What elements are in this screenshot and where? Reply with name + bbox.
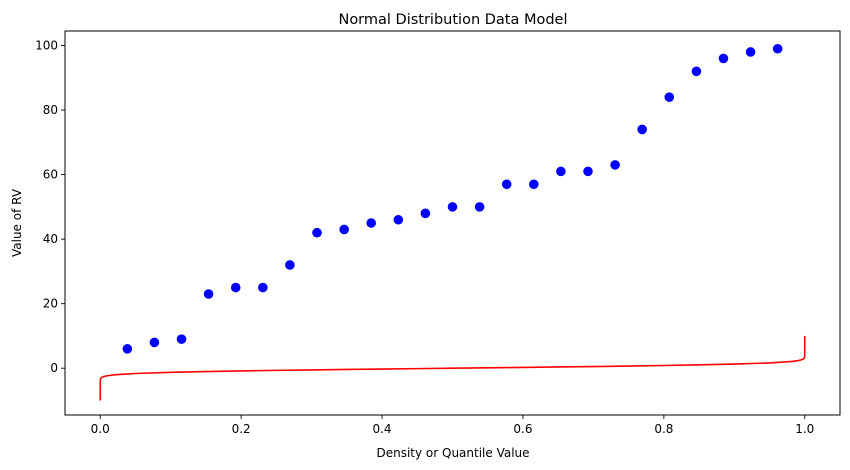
data-point (691, 66, 702, 77)
data-point (583, 166, 593, 177)
data-point (610, 160, 620, 170)
data-point (420, 208, 431, 219)
x-tick-label: 0.4 (372, 422, 391, 436)
data-point (230, 282, 241, 293)
data-point (258, 282, 268, 293)
data-point (203, 289, 214, 299)
data-point (149, 337, 160, 348)
data-point (474, 202, 485, 212)
y-axis-label: Value of RV (10, 188, 24, 257)
chart-title: Normal Distribution Data Model (338, 12, 567, 28)
y-tick-label: 80 (43, 103, 58, 117)
data-point (745, 47, 756, 57)
data-point (501, 179, 512, 190)
x-tick-label: 1.0 (795, 422, 814, 436)
y-tick-label: 100 (35, 39, 58, 53)
series-1-line (99, 335, 806, 401)
data-point (285, 260, 295, 270)
data-point (176, 334, 187, 344)
data-point (366, 218, 376, 228)
y-tick-label: 60 (43, 168, 58, 182)
x-tick-label: 0.8 (654, 422, 673, 436)
x-axis-label: Density or Quantile Value (376, 446, 529, 460)
data-point (772, 43, 783, 54)
y-tick-label: 20 (43, 297, 58, 311)
x-tick-label: 0.0 (91, 422, 110, 436)
data-point (393, 214, 404, 225)
data-point (122, 344, 133, 354)
data-point (529, 179, 539, 190)
y-tick-label: 40 (43, 232, 58, 246)
data-point (312, 227, 322, 238)
x-tick-label: 0.6 (513, 422, 532, 436)
y-tick-label: 0 (50, 361, 58, 375)
data-point (664, 92, 675, 102)
plot-area (99, 43, 806, 401)
data-point (637, 124, 647, 135)
x-tick-label: 0.2 (232, 422, 251, 436)
axes-frame (64, 30, 841, 416)
data-point (447, 202, 458, 212)
data-point (339, 224, 349, 235)
y-axis: 0 20 40 60 80 100 (35, 39, 65, 375)
x-axis: 0.0 0.2 0.4 0.6 0.8 1.0 (91, 415, 814, 436)
data-point (556, 166, 566, 177)
data-point (718, 53, 729, 64)
